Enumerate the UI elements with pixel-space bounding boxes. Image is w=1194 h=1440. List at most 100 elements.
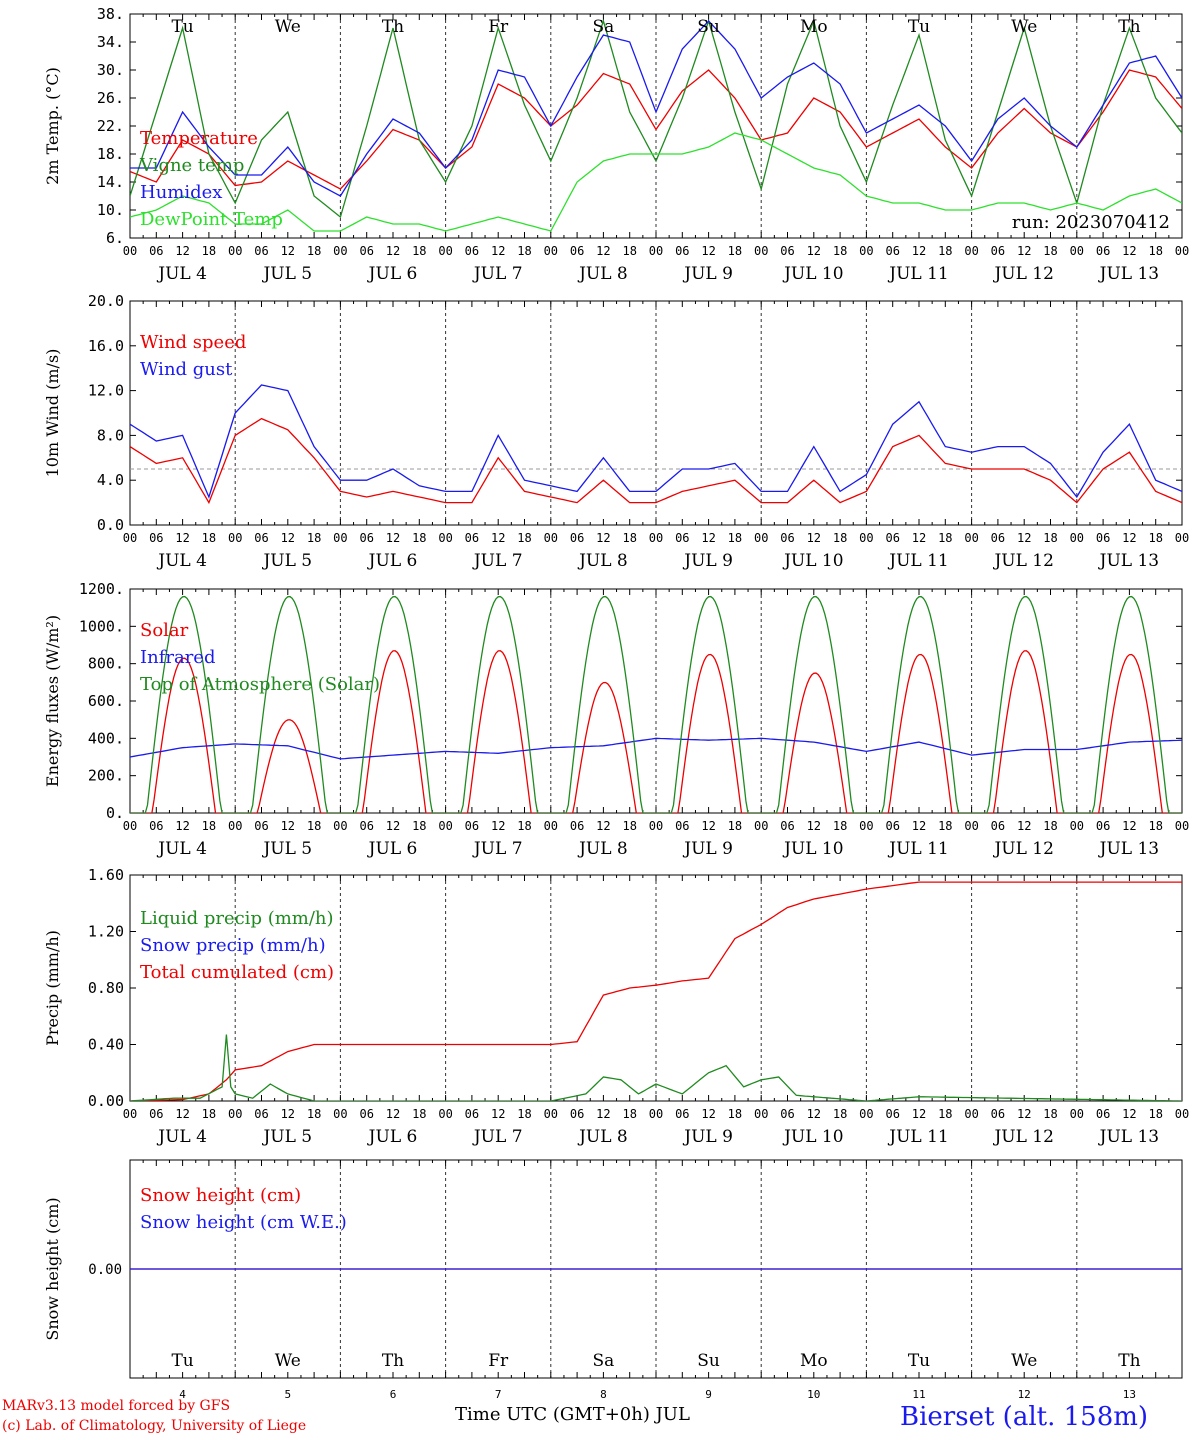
x-hour-label: 12 <box>175 244 189 258</box>
weekday-label: Th <box>382 1351 404 1371</box>
y-tick-label: 30. <box>97 61 124 79</box>
x-hour-label: 00 <box>754 531 768 545</box>
x-hour-label: 00 <box>1070 1107 1084 1121</box>
day-number-label: 11 <box>912 1388 925 1401</box>
y-tick-label: 200. <box>88 767 124 785</box>
x-hour-label: 00 <box>544 531 558 545</box>
day-number-label: 10 <box>807 1388 820 1401</box>
x-hour-label: 18 <box>307 819 321 833</box>
x-hour-label: 18 <box>622 244 636 258</box>
day-number-label: 12 <box>1018 1388 1031 1401</box>
x-hour-label: 00 <box>859 819 873 833</box>
legend-entry: Temperature <box>140 128 258 149</box>
x-date-label: JUL 8 <box>577 839 628 859</box>
x-hour-label: 12 <box>807 819 821 833</box>
y-tick-label: 16.0 <box>88 337 124 355</box>
x-hour-label: 12 <box>1122 1107 1136 1121</box>
x-hour-label: 18 <box>728 1107 742 1121</box>
x-hour-label: 12 <box>1017 531 1031 545</box>
x-hour-label: 06 <box>885 819 899 833</box>
x-hour-label: 12 <box>912 819 926 833</box>
panel-temp <box>129 13 1183 239</box>
x-hour-label: 00 <box>333 819 347 833</box>
x-date-label: JUL 10 <box>782 551 843 571</box>
x-date-label: JUL 10 <box>782 264 843 284</box>
x-hour-label: 00 <box>964 531 978 545</box>
panel-flux <box>129 588 1183 814</box>
x-hour-label: 12 <box>281 244 295 258</box>
y-tick-label: 0.0 <box>97 516 124 534</box>
x-hour-label: 06 <box>254 819 268 833</box>
legend-entry: Total cumulated (cm) <box>140 962 334 983</box>
x-hour-label: 18 <box>412 244 426 258</box>
x-hour-label: 12 <box>912 1107 926 1121</box>
x-hour-label: 00 <box>228 244 242 258</box>
x-hour-label: 06 <box>359 244 373 258</box>
x-hour-label: 18 <box>307 1107 321 1121</box>
x-hour-label: 12 <box>1122 531 1136 545</box>
x-hour-label: 00 <box>228 819 242 833</box>
day-number-label: 7 <box>495 1388 502 1401</box>
x-date-label: JUL 8 <box>577 551 628 571</box>
x-date-label: JUL 5 <box>261 264 312 284</box>
series-line-infrared <box>130 737 1182 760</box>
x-hour-label: 18 <box>1043 1107 1057 1121</box>
x-hour-label: 06 <box>465 1107 479 1121</box>
x-date-label: JUL 4 <box>156 839 207 859</box>
x-hour-label: 06 <box>149 819 163 833</box>
x-hour-label: 18 <box>1043 819 1057 833</box>
x-hour-label: 18 <box>1148 819 1162 833</box>
x-hour-label: 00 <box>964 819 978 833</box>
y-tick-label: 12.0 <box>88 382 124 400</box>
panel-precip <box>129 874 1183 1102</box>
y-tick-label: 14. <box>97 173 124 191</box>
y-axis-label: 2m Temp. (°C) <box>43 67 62 185</box>
x-hour-label: 06 <box>675 531 689 545</box>
x-date-label: JUL 12 <box>992 839 1053 859</box>
y-tick-label: 400. <box>88 729 124 747</box>
x-date-label: JUL 5 <box>261 551 312 571</box>
y-tick-label: 8.0 <box>97 426 124 444</box>
y-axis-label: Snow height (cm) <box>43 1197 62 1340</box>
x-hour-label: 18 <box>1043 531 1057 545</box>
x-hour-label: 12 <box>491 1107 505 1121</box>
x-hour-label: 00 <box>544 1107 558 1121</box>
x-hour-label: 12 <box>491 244 505 258</box>
x-hour-label: 06 <box>885 531 899 545</box>
x-hour-label: 00 <box>649 244 663 258</box>
x-hour-label: 18 <box>728 244 742 258</box>
x-hour-label: 06 <box>359 819 373 833</box>
x-date-label: JUL 7 <box>472 1127 523 1147</box>
weekday-label: Tu <box>908 17 930 37</box>
x-date-label: JUL 6 <box>367 264 418 284</box>
x-date-label: JUL 4 <box>156 551 207 571</box>
x-hour-label: 12 <box>1017 819 1031 833</box>
x-date-label: JUL 11 <box>887 551 948 571</box>
legend-entry: Snow precip (mm/h) <box>140 935 326 956</box>
x-hour-label: 18 <box>833 819 847 833</box>
series-group <box>130 595 1182 813</box>
x-date-label: JUL 5 <box>261 839 312 859</box>
y-tick-label: 22. <box>97 117 124 135</box>
x-hour-label: 06 <box>570 1107 584 1121</box>
x-hour-label: 06 <box>254 531 268 545</box>
legend-entry: Wind gust <box>140 359 233 380</box>
x-hour-label: 00 <box>649 531 663 545</box>
y-tick-label: 20.0 <box>88 292 124 310</box>
x-hour-label: 00 <box>123 1107 137 1121</box>
y-tick-label: 600. <box>88 692 124 710</box>
day-number-label: 5 <box>284 1388 291 1401</box>
weekday-label: Th <box>1118 1351 1140 1371</box>
legend-entry: Vigne temp <box>139 155 244 176</box>
x-hour-label: 12 <box>491 531 505 545</box>
y-axis-label: Precip (mm/h) <box>43 930 62 1046</box>
x-hour-label: 06 <box>359 531 373 545</box>
x-hour-label: 00 <box>333 1107 347 1121</box>
x-hour-label: 12 <box>175 819 189 833</box>
x-hour-label: 18 <box>1043 244 1057 258</box>
y-tick-label: 26. <box>97 89 124 107</box>
x-hour-label: 12 <box>596 819 610 833</box>
x-hour-label: 06 <box>991 531 1005 545</box>
x-hour-label: 06 <box>1096 244 1110 258</box>
legend-entry: Top of Atmosphere (Solar) <box>140 674 380 695</box>
